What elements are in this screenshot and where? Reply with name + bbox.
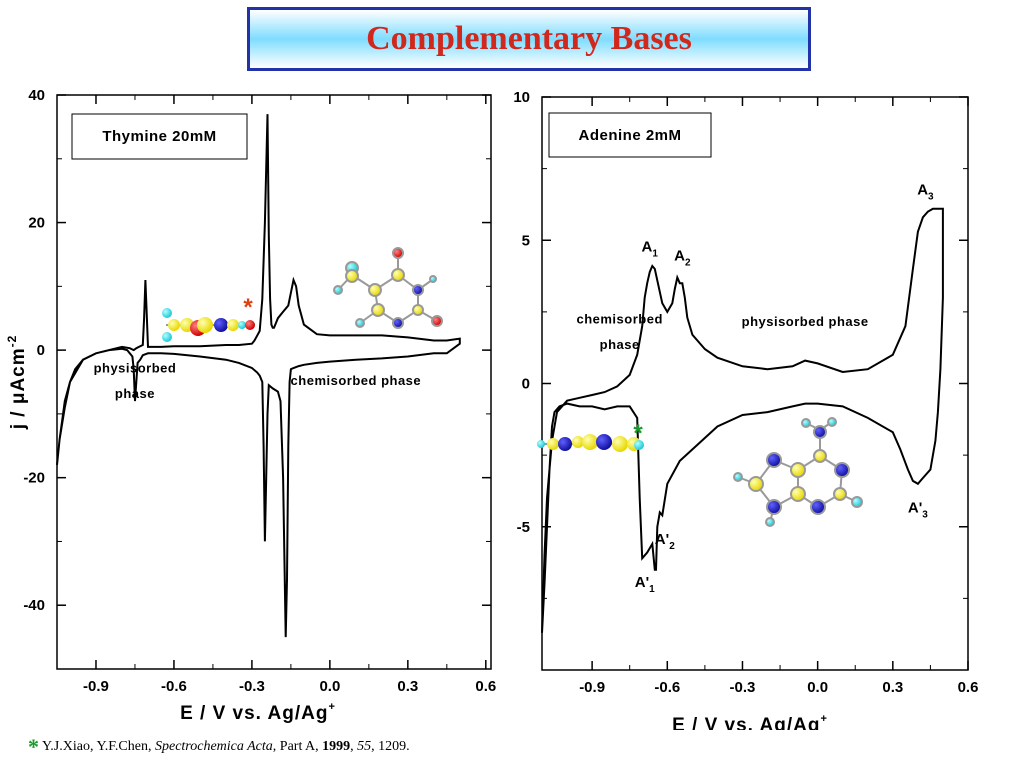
annotation-label: physisorbed <box>94 360 177 375</box>
adenine-plot-frame <box>541 96 969 671</box>
adenine-x-axis-label: E / V vs. Ag/Ag <box>672 715 820 730</box>
thymine-legend-box <box>71 113 248 160</box>
adenine-tick-labels: -0.9 -0.6 -0.3 0.0 0.3 0.6 10 5 0 -5 <box>513 89 978 696</box>
y-tick-label: 10 <box>513 89 530 106</box>
reference-volume: 55 <box>357 739 372 754</box>
title-banner: Complementary Bases <box>247 7 811 71</box>
thymine-ticks <box>57 94 491 670</box>
x-tick-label: -0.3 <box>239 678 265 695</box>
adenine-legend-box <box>548 112 712 158</box>
y-tick-label: 20 <box>28 215 45 232</box>
adenine-flat-molecule-image <box>733 417 863 527</box>
x-tick-label: 0.3 <box>397 678 418 695</box>
reference-pages: , 1209. <box>371 739 410 754</box>
page-title: Complementary Bases <box>366 20 692 57</box>
y-tick-label: 5 <box>522 232 530 249</box>
adenine-star-marker: * <box>633 420 643 447</box>
x-tick-label: 0.6 <box>475 678 496 695</box>
peak-label: A3 <box>917 181 934 202</box>
thymine-x-axis-label: E / V vs. Ag/Ag <box>180 703 328 724</box>
x-tick-label: -0.9 <box>579 679 605 696</box>
peak-label: A'2 <box>655 531 675 552</box>
annotation-label: phase <box>600 337 640 352</box>
thymine-flat-molecule-image <box>333 247 443 329</box>
x-tick-label: 0.0 <box>319 678 340 695</box>
thymine-star-marker: * <box>243 294 253 321</box>
thymine-y-axis-title: j / μAcm-2 <box>5 335 29 431</box>
annotation-label: chemisorbed <box>576 311 662 326</box>
x-tick-label: -0.9 <box>83 678 109 695</box>
thymine-chart: -0.9 -0.6 -0.3 0.0 0.3 0.6 40 20 0 -20 -40 Thymine… <box>5 87 496 724</box>
thymine-x-axis-label-sup: + <box>328 701 335 713</box>
thymine-cv-curve <box>56 114 461 638</box>
thymine-y-axis-label: j / μAcm <box>8 347 29 430</box>
x-tick-label: -0.6 <box>654 679 680 696</box>
y-tick-label: -40 <box>23 597 45 614</box>
reference-sep: , <box>350 739 358 754</box>
reference-journal: Spectrochemica Acta <box>154 739 273 754</box>
adenine-annotations: chemisorbed phase physisorbed phase <box>576 311 868 352</box>
y-tick-label: 0 <box>522 376 530 393</box>
peak-label: A1 <box>642 239 659 260</box>
adenine-peak-labels: A1 A2 A3 A'1 A'2 A'3 <box>635 181 934 595</box>
reference-citation: * Y.J.Xiao, Y.F.Chen, Spectrochemica Acta… <box>28 734 410 760</box>
annotation-label: phase <box>115 386 155 401</box>
thymine-y-axis-label-sup: -2 <box>5 335 19 348</box>
peak-label: A'3 <box>908 499 928 520</box>
annotation-label: chemisorbed phase <box>291 373 422 388</box>
y-tick-label: 0 <box>37 342 45 359</box>
reference-year: 1999 <box>322 739 351 754</box>
x-tick-label: 0.6 <box>958 679 979 696</box>
thymine-annotations: physisorbed phase chemisorbed phase <box>94 360 422 401</box>
thymine-plot-frame <box>56 94 492 670</box>
thymine-tick-labels: -0.9 -0.6 -0.3 0.0 0.3 0.6 40 20 0 -20 -40 <box>23 87 496 695</box>
adenine-cv-curve <box>541 207 944 633</box>
adenine-x-axis-label-sup: + <box>820 713 827 725</box>
x-tick-label: 0.0 <box>807 679 828 696</box>
y-tick-label: 40 <box>28 87 45 104</box>
y-tick-label: -5 <box>517 519 530 536</box>
x-tick-label: -0.3 <box>730 679 756 696</box>
reference-part: , Part A, <box>272 739 323 754</box>
adenine-legend-label: Adenine 2mM <box>578 127 681 144</box>
peak-label: A'1 <box>635 574 655 595</box>
thymine-x-axis-title: E / V vs. Ag/Ag+ <box>180 701 336 724</box>
x-tick-label: 0.3 <box>882 679 903 696</box>
adenine-ticks <box>542 96 969 671</box>
y-tick-label: -20 <box>23 470 45 487</box>
adenine-edge-on-molecule-image <box>537 434 644 452</box>
reference-star: * <box>28 734 39 759</box>
thymine-edge-on-molecule-image <box>162 308 255 342</box>
x-tick-label: -0.6 <box>161 678 187 695</box>
peak-label: A2 <box>674 247 691 268</box>
reference-authors: Y.J.Xiao, Y.F.Chen, <box>42 739 155 754</box>
thymine-legend-label: Thymine 20mM <box>102 128 216 145</box>
annotation-label: physisorbed phase <box>742 314 869 329</box>
adenine-x-axis-title: E / V vs. Ag/Ag+ <box>672 713 828 730</box>
